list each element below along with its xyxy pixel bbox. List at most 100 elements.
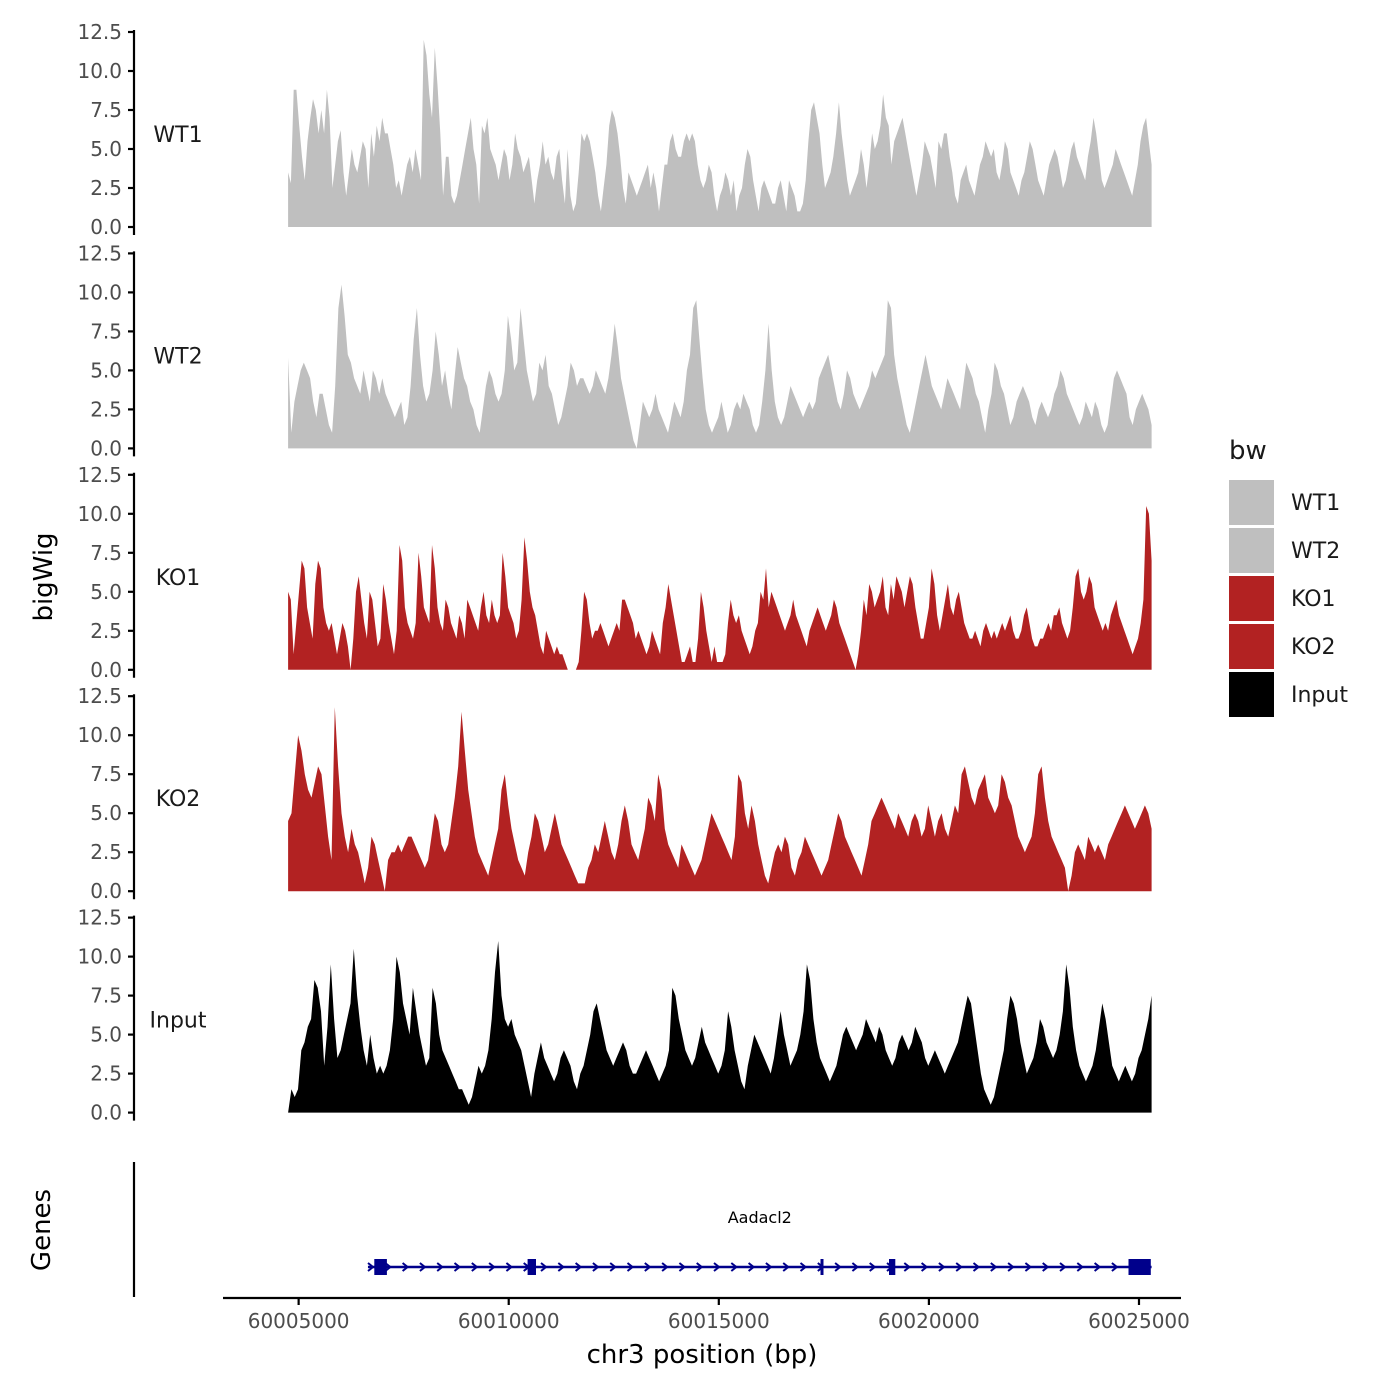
y-tick-label: 10.0 xyxy=(77,945,122,969)
y-tick-label: 0.0 xyxy=(90,879,122,903)
strand-arrow xyxy=(453,1262,462,1272)
area-input xyxy=(288,941,1152,1113)
strand-arrow xyxy=(782,1262,790,1272)
y-tick-label: 5.0 xyxy=(90,358,122,382)
gene-model xyxy=(367,1259,1152,1275)
strand-arrow xyxy=(419,1262,427,1272)
y-tick-label: 5.0 xyxy=(90,137,122,161)
legend-title: bw xyxy=(1229,436,1267,466)
strand-arrow xyxy=(730,1262,738,1272)
track-label-input: Input xyxy=(150,1009,207,1034)
legend-entries: WT1 WT2 KO1 KO2 Input xyxy=(1229,480,1348,717)
legend-item-input: Input xyxy=(1229,672,1348,717)
gene-exon xyxy=(527,1259,536,1275)
strand-arrow xyxy=(557,1262,565,1272)
x-tick-label: 60025000 xyxy=(1088,1309,1190,1333)
gene-track-title: Genes xyxy=(27,1189,57,1271)
strand-arrow xyxy=(644,1262,652,1272)
legend-label: KO2 xyxy=(1291,635,1336,660)
strand-arrow xyxy=(488,1262,496,1272)
x-tick-label: 60020000 xyxy=(878,1309,980,1333)
y-tick-label: 7.5 xyxy=(90,762,122,786)
y-tick-label: 10.0 xyxy=(77,723,122,747)
strand-arrow xyxy=(938,1262,946,1272)
y-tick-label: 2.5 xyxy=(90,176,122,200)
x-tick-label: 60010000 xyxy=(458,1309,560,1333)
track-label-ko2: KO2 xyxy=(156,787,201,812)
y-tick-label: 10.0 xyxy=(77,280,122,304)
strand-arrow xyxy=(401,1262,410,1272)
y-axis-title: bigWig xyxy=(29,532,59,621)
strand-arrow xyxy=(592,1262,600,1272)
strand-arrow xyxy=(436,1262,444,1272)
y-tick-label: 12.5 xyxy=(77,906,122,930)
y-tick-label: 0.0 xyxy=(90,658,122,682)
legend-swatch xyxy=(1229,576,1274,621)
legend-label: KO1 xyxy=(1291,587,1336,612)
legend-item-ko1: KO1 xyxy=(1229,576,1336,621)
y-tick-label: 0.0 xyxy=(90,215,122,239)
strand-arrow xyxy=(851,1262,860,1272)
strand-arrow xyxy=(920,1262,929,1272)
gene-track: Genes Aadacl2 xyxy=(27,1162,1152,1297)
strand-arrow xyxy=(1076,1262,1084,1272)
legend-swatch xyxy=(1229,528,1274,573)
y-tick-label: 7.5 xyxy=(90,319,122,343)
area-ko1 xyxy=(288,506,1152,670)
y-tick-label: 12.5 xyxy=(77,20,122,44)
panel-ko2: 0.0 2.5 5.0 7.5 10.0 12.5 KO2 xyxy=(77,684,1152,903)
strand-arrow xyxy=(574,1262,583,1272)
y-tick-label: 12.5 xyxy=(77,684,122,708)
gene-exon xyxy=(820,1259,824,1275)
strand-arrow xyxy=(799,1262,808,1272)
area-ko2 xyxy=(288,707,1152,892)
legend-label: WT1 xyxy=(1291,491,1340,516)
strand-arrow xyxy=(1042,1262,1050,1272)
y-tick-label: 5.0 xyxy=(90,801,122,825)
strand-arrow xyxy=(972,1262,981,1272)
strand-arrow xyxy=(955,1262,963,1272)
y-tick-label: 12.5 xyxy=(77,463,122,487)
gene-name-label: Aadacl2 xyxy=(728,1208,792,1227)
x-axis-ticks: 60005000 60010000 60015000 60020000 60025000 xyxy=(248,1298,1190,1333)
strand-arrow xyxy=(1111,1262,1119,1272)
y-tick-label: 2.5 xyxy=(90,840,122,864)
strand-arrow xyxy=(1093,1262,1102,1272)
strand-arrow xyxy=(990,1262,998,1272)
legend-swatch xyxy=(1229,672,1274,717)
panel-wt1: 0.0 2.5 5.0 7.5 10.0 12.5 WT1 xyxy=(77,20,1152,239)
y-tick-label: 2.5 xyxy=(90,619,122,643)
strand-arrow xyxy=(1007,1262,1015,1272)
legend-item-wt2: WT2 xyxy=(1229,528,1340,573)
y-tick-label: 5.0 xyxy=(90,1023,122,1047)
gene-exon xyxy=(374,1259,387,1275)
gene-exon xyxy=(1128,1259,1151,1275)
strand-arrow xyxy=(505,1262,514,1272)
legend-item-ko2: KO2 xyxy=(1229,624,1336,669)
strand-arrow xyxy=(626,1262,635,1272)
x-tick-label: 60015000 xyxy=(668,1309,770,1333)
panel-input: 0.0 2.5 5.0 7.5 10.0 12.5 Input xyxy=(77,906,1152,1125)
strand-arrow xyxy=(747,1262,756,1272)
strand-arrow xyxy=(869,1262,877,1272)
strand-arrow xyxy=(540,1262,548,1272)
track-label-wt1: WT1 xyxy=(153,123,202,148)
x-tick-label: 60005000 xyxy=(248,1309,350,1333)
y-tick-label: 7.5 xyxy=(90,984,122,1008)
y-tick-label: 10.0 xyxy=(77,59,122,83)
legend-swatch xyxy=(1229,480,1274,525)
track-label-ko1: KO1 xyxy=(156,566,201,591)
y-tick-label: 0.0 xyxy=(90,1101,122,1125)
y-tick-label: 7.5 xyxy=(90,541,122,565)
strand-arrow xyxy=(384,1262,392,1272)
gene-exon xyxy=(889,1259,896,1275)
track-label-wt2: WT2 xyxy=(153,344,202,369)
legend-item-wt1: WT1 xyxy=(1229,480,1340,525)
strand-arrow xyxy=(471,1262,479,1272)
strand-arrow xyxy=(765,1262,773,1272)
legend: bw WT1 WT2 KO1 KO2 Input xyxy=(1229,436,1348,717)
panel-wt2: 0.0 2.5 5.0 7.5 10.0 12.5 WT2 xyxy=(77,241,1152,460)
y-tick-label: 10.0 xyxy=(77,502,122,526)
strand-arrow xyxy=(678,1262,687,1272)
